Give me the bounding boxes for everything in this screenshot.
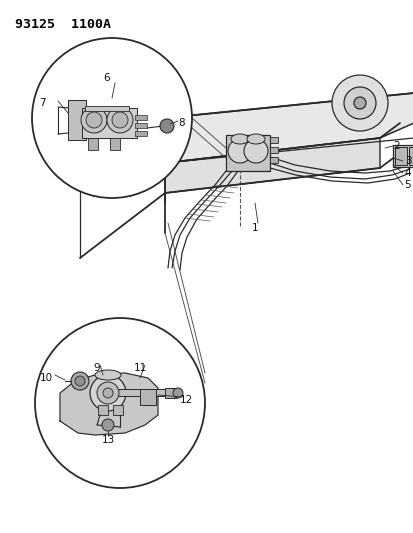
- Text: 10: 10: [39, 373, 52, 383]
- Bar: [269, 147, 277, 153]
- Text: 11: 11: [133, 363, 146, 373]
- Bar: [392, 145, 413, 167]
- Text: 6: 6: [103, 73, 110, 83]
- Circle shape: [353, 97, 365, 109]
- Circle shape: [97, 382, 119, 404]
- Bar: [110, 138, 120, 150]
- Circle shape: [159, 119, 173, 133]
- Ellipse shape: [230, 134, 248, 144]
- Circle shape: [243, 139, 267, 163]
- Circle shape: [32, 38, 192, 198]
- Text: 8: 8: [178, 118, 185, 128]
- Circle shape: [103, 388, 113, 398]
- Circle shape: [107, 107, 133, 133]
- Text: 7: 7: [38, 98, 45, 108]
- Text: 9: 9: [93, 363, 100, 373]
- Polygon shape: [60, 373, 158, 435]
- Circle shape: [75, 376, 85, 386]
- Bar: [135, 131, 147, 136]
- Circle shape: [102, 419, 114, 431]
- Polygon shape: [165, 93, 413, 163]
- Text: 5: 5: [404, 180, 411, 190]
- Text: 2: 2: [393, 141, 399, 151]
- Circle shape: [71, 372, 89, 390]
- Circle shape: [112, 112, 128, 128]
- Bar: [85, 106, 129, 111]
- Circle shape: [173, 388, 183, 398]
- Polygon shape: [165, 138, 379, 193]
- Text: 3: 3: [404, 156, 411, 166]
- Bar: [98, 405, 108, 415]
- Bar: [68, 100, 86, 140]
- Circle shape: [331, 75, 387, 131]
- Circle shape: [35, 318, 204, 488]
- Circle shape: [81, 107, 107, 133]
- Ellipse shape: [247, 134, 264, 144]
- Bar: [394, 147, 406, 165]
- Bar: [140, 389, 156, 405]
- Bar: [118, 389, 168, 396]
- Ellipse shape: [95, 370, 121, 380]
- Circle shape: [86, 112, 102, 128]
- Bar: [165, 388, 177, 398]
- Text: 4: 4: [404, 168, 411, 178]
- Bar: [88, 138, 98, 150]
- Bar: [113, 405, 123, 415]
- Circle shape: [343, 87, 375, 119]
- Text: 12: 12: [179, 395, 192, 405]
- Bar: [225, 135, 269, 171]
- Bar: [135, 115, 147, 120]
- Bar: [135, 123, 147, 128]
- Text: 93125  1100A: 93125 1100A: [15, 18, 111, 31]
- Bar: [408, 147, 413, 165]
- Circle shape: [228, 139, 252, 163]
- Text: 1: 1: [251, 223, 258, 233]
- Circle shape: [90, 375, 126, 411]
- Bar: [269, 137, 277, 143]
- Bar: [269, 157, 277, 163]
- Bar: [82, 108, 137, 138]
- Text: 13: 13: [101, 435, 114, 445]
